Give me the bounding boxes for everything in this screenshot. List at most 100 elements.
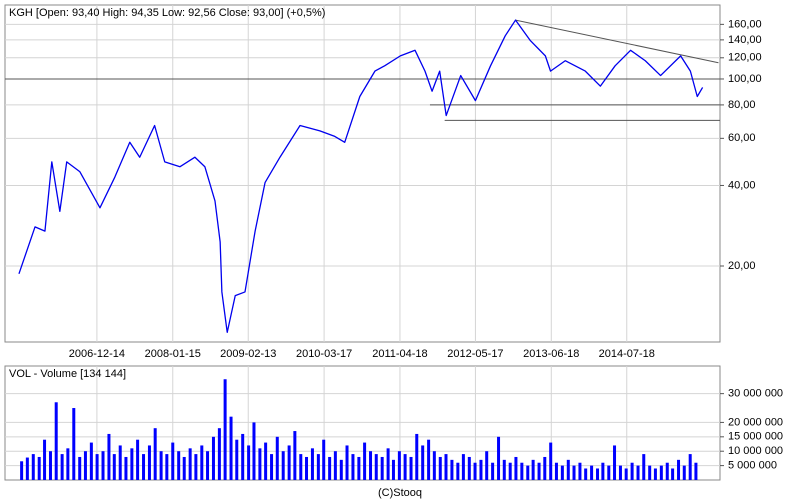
volume-bar [229, 416, 233, 480]
volume-bar [421, 445, 425, 480]
volume-bar [31, 454, 35, 480]
price-line [18, 19, 704, 333]
volume-bar [694, 462, 698, 480]
volume-bar [89, 442, 93, 480]
y-tick-label: 140,00 [728, 34, 762, 46]
price-panel [4, 4, 721, 343]
y-tick-label: 40,00 [728, 179, 756, 191]
volume-bar [590, 465, 594, 480]
volume-bar [369, 451, 373, 480]
volume-bar [299, 454, 303, 480]
x-tick-label: 2014-07-18 [599, 348, 655, 360]
volume-bar [159, 451, 163, 480]
volume-title: VOL - Volume [134 144] [9, 368, 126, 380]
volume-bar [328, 456, 332, 480]
volume-bar [491, 462, 495, 480]
volume-bar [20, 461, 24, 480]
volume-bar [497, 436, 501, 480]
volume-bar [671, 468, 675, 480]
y-tick-label: 80,00 [728, 99, 756, 111]
volume-bar [531, 459, 535, 480]
y-tick-label: 30 000 000 [728, 388, 783, 400]
volume-bar [648, 465, 652, 480]
volume-bar [130, 448, 134, 480]
volume-bar [520, 462, 524, 480]
volume-bar [281, 451, 285, 480]
volume-bar [391, 459, 395, 480]
volume-bar [403, 454, 407, 480]
volume-bar [554, 462, 558, 480]
volume-bar [578, 462, 582, 480]
volume-bar [438, 456, 442, 480]
volume-bar [310, 448, 314, 480]
volume-bar [287, 445, 291, 480]
volume-bar [188, 448, 192, 480]
volume-bar [101, 451, 105, 480]
volume-bar [264, 442, 268, 480]
y-tick-label: 5 000 000 [728, 460, 777, 472]
volume-bar [316, 454, 320, 480]
volume-bar [235, 439, 239, 480]
volume-bar [270, 454, 274, 480]
volume-bar [409, 456, 413, 480]
volume-bar [305, 456, 309, 480]
volume-bar [136, 439, 140, 480]
volume-bar [653, 468, 657, 480]
volume-bar [427, 439, 431, 480]
volume-bar [211, 436, 215, 480]
volume-bar [456, 462, 460, 480]
volume-bar [293, 431, 297, 480]
volume-bar [596, 468, 600, 480]
volume-bar [60, 454, 64, 480]
y-tick-label: 20 000 000 [728, 416, 783, 428]
volume-bar [636, 465, 640, 480]
volume-bar [66, 448, 70, 480]
chart-title: KGH [Open: 93,40 High: 94,35 Low: 92,56 … [9, 7, 325, 19]
volume-bar [217, 428, 221, 480]
volume-bar [206, 451, 210, 480]
volume-bar [607, 465, 611, 480]
x-tick-label: 2011-04-18 [372, 348, 427, 360]
plot-layer: 2006-12-14 2008-01-15 2009-02-13 2010-03-17… [5, 5, 783, 480]
volume-bar [461, 454, 465, 480]
y-tick-label: 100,00 [728, 73, 762, 85]
volume-bar [485, 451, 489, 480]
volume-bar [118, 445, 122, 480]
volume-bar [374, 454, 378, 480]
volume-bar [508, 462, 512, 480]
volume-bar [171, 442, 175, 480]
volume-bar [43, 439, 47, 480]
volume-bar [386, 448, 390, 480]
y-tick-label: 60,00 [728, 132, 756, 144]
volume-bar [624, 468, 628, 480]
volume-bar [83, 451, 87, 480]
y-tick-label: 10 000 000 [728, 445, 783, 457]
volume-bar [153, 428, 157, 480]
volume-bar [48, 451, 52, 480]
y-tick-label: 15 000 000 [728, 431, 783, 443]
volume-bar [514, 456, 518, 480]
volume-bar [72, 408, 76, 480]
y-tick-label: 120,00 [728, 52, 762, 64]
volume-bar [165, 454, 169, 480]
volume-bar [177, 451, 181, 480]
volume-bar [613, 445, 617, 480]
volume-bar [601, 462, 605, 480]
volume-bar [659, 465, 663, 480]
volume-bar [333, 451, 337, 480]
volume-bar [351, 454, 355, 480]
reference-line [515, 19, 719, 64]
volume-bar [37, 456, 41, 480]
volume-bar [549, 442, 553, 480]
x-tick-label: 2010-03-17 [296, 348, 352, 360]
volume-bar [142, 454, 146, 480]
volume-bar [397, 451, 401, 480]
volume-bar [147, 445, 151, 480]
volume-bar [526, 465, 530, 480]
x-tick-label: 2009-02-13 [220, 348, 276, 360]
volume-bar [345, 445, 349, 480]
volume-bar [95, 454, 99, 480]
volume-bar [247, 445, 251, 480]
volume-bar [630, 462, 634, 480]
